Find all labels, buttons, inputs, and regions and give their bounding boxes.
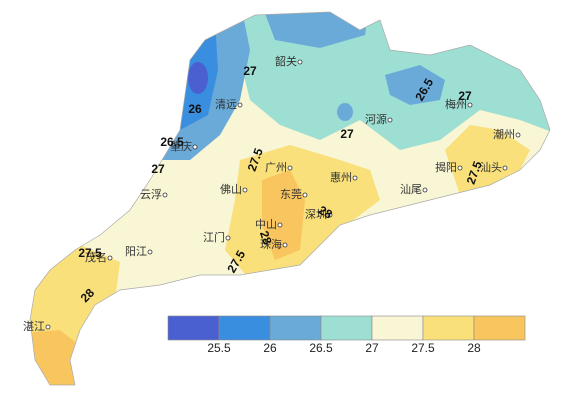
city-label: 潮州 (493, 127, 515, 141)
city-label: 珠海 (260, 237, 282, 251)
city-label: 云浮 (140, 188, 162, 201)
region (262, 170, 305, 260)
city-marker (242, 187, 248, 193)
contour-label: 28 (257, 229, 275, 247)
contour-label: 26 (188, 102, 202, 116)
contour-label: 27 (458, 89, 472, 103)
city-label: 梅州 (445, 97, 467, 111)
contour-label: 27 (151, 162, 165, 176)
legend-swatch (371, 315, 424, 341)
city-label: 清远 (215, 98, 237, 111)
legend-swatch (269, 315, 322, 341)
region (385, 65, 445, 105)
city-label: 江门 (203, 230, 225, 244)
city-marker (277, 222, 283, 228)
city-marker (457, 165, 463, 171)
contour-label: 27.5 (78, 246, 102, 260)
city-label: 惠州 (330, 170, 352, 184)
city-label: 深圳 (305, 208, 327, 221)
legend-swatch (167, 315, 220, 341)
legend-tick-label: 27.5 (411, 341, 435, 355)
legend-tick-label: 28 (467, 341, 481, 355)
city-label: 中山 (255, 218, 277, 231)
city-label: 茂名 (85, 250, 107, 264)
city-label: 汕头 (480, 161, 502, 174)
city-marker (515, 132, 521, 138)
city-marker (352, 175, 358, 181)
legend-swatch (320, 315, 373, 341)
city-label: 阳江 (125, 245, 147, 258)
city-label: 湛江 (23, 320, 45, 333)
city-marker (302, 192, 308, 198)
region (260, 12, 370, 48)
region (188, 62, 208, 94)
city-marker (162, 192, 168, 198)
legend-tick-label: 26.5 (309, 341, 333, 355)
city-label: 佛山 (220, 183, 242, 196)
legend-swatch (218, 315, 271, 341)
legend-tick-label: 26 (263, 341, 277, 355)
city-marker (502, 165, 508, 171)
city-label: 东莞 (280, 188, 302, 201)
legend-tick-label: 27 (365, 341, 379, 355)
region (30, 330, 85, 385)
city-marker (107, 255, 113, 261)
legend-swatch (473, 315, 526, 341)
city-marker (422, 187, 428, 193)
contour-label: 28 (316, 203, 335, 222)
city-label: 广州 (265, 161, 287, 174)
city-label: 韶关 (275, 54, 297, 68)
city-label: 河源 (365, 112, 387, 126)
city-marker (282, 242, 288, 248)
city-marker (297, 59, 303, 65)
region (150, 12, 218, 130)
city-marker (467, 102, 473, 108)
city-marker (237, 102, 243, 108)
city-label: 揭阳 (435, 160, 457, 174)
city-label: 汕尾 (400, 183, 422, 196)
province-border (29, 11, 551, 386)
legend-tick-label: 25.5 (207, 341, 231, 355)
city-marker (147, 249, 153, 255)
legend-swatch (422, 315, 475, 341)
city-marker (387, 117, 393, 123)
city-marker (225, 235, 231, 241)
city-marker (327, 212, 333, 218)
region (337, 103, 353, 121)
city-marker (45, 324, 51, 330)
contour-label: 26.5 (160, 135, 184, 149)
city-label: 肇庆 (170, 139, 192, 153)
contour-label: 27 (243, 64, 257, 78)
city-marker (287, 165, 293, 171)
city-marker (192, 144, 198, 150)
legend: 25.5 26 26.5 27 27.5 28 (167, 315, 526, 355)
contour-label: 27 (340, 127, 354, 141)
